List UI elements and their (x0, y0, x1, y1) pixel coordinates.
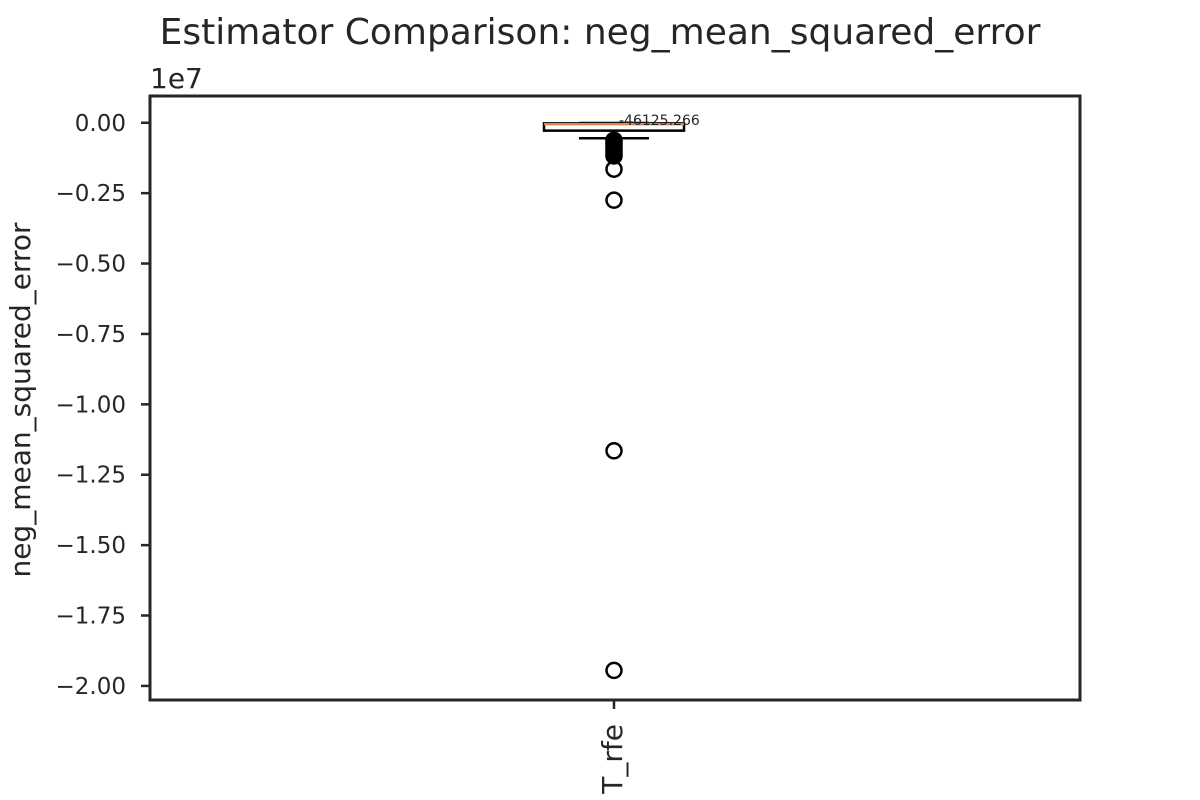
plot-frame (148, 94, 1082, 702)
outlier-point (605, 442, 623, 460)
y-tick-label: −0.25 (56, 181, 126, 207)
chart-title: Estimator Comparison: neg_mean_squared_e… (160, 12, 1041, 53)
outlier-point (605, 160, 623, 178)
axes: 0.00 −0.25 −0.50 −0.75 −1.00 −1.25 −1.50 −1.75 −… (56, 111, 629, 795)
y-tick-label: −1.25 (56, 463, 126, 489)
y-tick-label: −0.50 (56, 252, 126, 278)
y-tick-label: −2.00 (56, 674, 126, 700)
y-tick-label: −1.00 (56, 392, 126, 418)
y-tick-label: −0.75 (56, 322, 126, 348)
y-tick-label: −1.50 (56, 533, 126, 559)
chart-marks: -46125.266 (542, 113, 700, 680)
median-annotation: -46125.266 (619, 113, 700, 129)
outlier-point (605, 191, 623, 209)
outlier-point (605, 147, 623, 165)
outlier-point (605, 661, 623, 680)
x-tick-label: T_rfe (596, 724, 629, 795)
y-axis-label: neg_mean_squared_error (4, 222, 37, 578)
y-scale-label: 1e7 (150, 62, 203, 95)
y-tick-label: −1.75 (56, 604, 126, 630)
y-tick-label: 0.00 (75, 111, 126, 137)
